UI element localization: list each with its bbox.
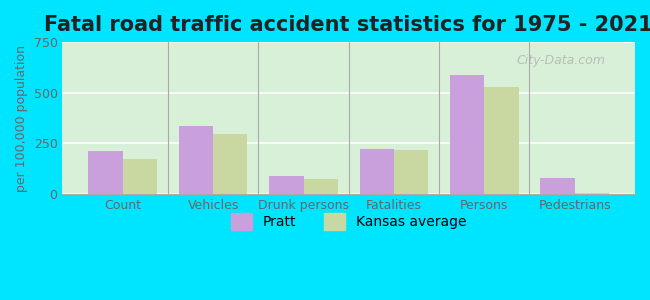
Bar [269, 176, 304, 194]
Bar [304, 179, 338, 194]
Bar [123, 159, 157, 194]
Legend: Pratt, Kansas average: Pratt, Kansas average [226, 208, 472, 236]
Bar [394, 151, 428, 194]
Bar [213, 134, 248, 194]
Bar [179, 126, 213, 194]
Y-axis label: per 100,000 population: per 100,000 population [15, 45, 28, 192]
Bar [540, 178, 575, 194]
Bar [359, 149, 394, 194]
Title: Fatal road traffic accident statistics for 1975 - 2021: Fatal road traffic accident statistics f… [44, 15, 650, 35]
Bar [484, 87, 519, 194]
Text: City-Data.com: City-Data.com [516, 54, 605, 67]
Bar [575, 193, 609, 194]
Bar [450, 74, 484, 194]
Bar [88, 152, 123, 194]
